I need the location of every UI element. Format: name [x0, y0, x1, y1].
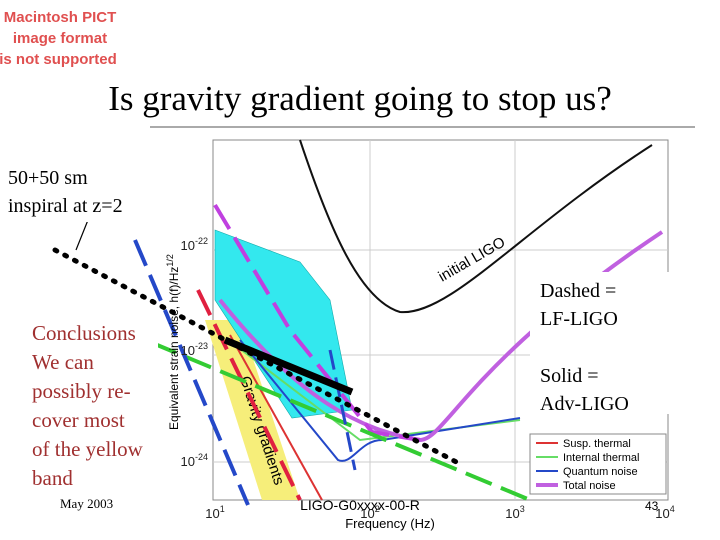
- tick-label: 10-22: [181, 236, 208, 253]
- tick-base: 10: [655, 506, 669, 521]
- conclusion-line: Conclusions: [32, 321, 136, 345]
- tick-label: 102: [360, 504, 379, 521]
- legend-label: Quantum noise: [563, 466, 638, 478]
- y-axis-label-main: Equivalent strain noise, h(f)/Hz: [167, 267, 181, 430]
- footer-date: May 2003: [60, 496, 113, 511]
- tick-label: 103: [505, 504, 524, 521]
- legend-label: Susp. thermal: [563, 438, 631, 450]
- susp-thermal-curve: [229, 334, 323, 501]
- pointer: [75, 219, 89, 251]
- quantum-noise-dashed: [328, 349, 357, 471]
- slide-title: Is gravity gradient going to stop us?: [108, 79, 612, 118]
- quantum-noise-curve: [239, 339, 521, 462]
- initial-ligo-curve: [299, 139, 653, 314]
- note-bg: [530, 272, 670, 414]
- legend-label: Total noise: [563, 480, 616, 492]
- tick-label: 10-24: [181, 452, 208, 469]
- legend-label: Internal thermal: [563, 452, 639, 464]
- tick-base: 10: [181, 343, 195, 358]
- footer-id: LIGO-G0xxxx-00-R: [300, 497, 420, 513]
- x-ticks: 101 102 103 104: [205, 504, 674, 521]
- inspiral-note: 50+50 sm inspiral at z=2: [4, 160, 158, 222]
- note-line: Adv-LIGO: [540, 393, 629, 415]
- tick-label: 101: [205, 504, 224, 521]
- tick-label: 10-23: [181, 341, 208, 358]
- footer-page: 43: [645, 499, 659, 513]
- inspiral-dotted: [52, 247, 465, 468]
- tick-exp: -23: [195, 341, 208, 351]
- susp-thermal-dashed: [196, 289, 302, 501]
- dashed-note: Dashed = LF-LIGO Solid = Adv-LIGO: [540, 280, 629, 415]
- tick-exp: 4: [670, 504, 675, 514]
- conclusion-line: We can: [32, 350, 94, 374]
- note-line: inspiral at z=2: [8, 195, 123, 217]
- note-line: Solid =: [540, 365, 599, 387]
- y-axis-label-group: Equivalent strain noise, h(f)/Hz1/2: [165, 254, 181, 430]
- y-axis-label: Equivalent strain noise, h(f)/Hz1/2: [165, 254, 181, 430]
- x-axis-label: Frequency (Hz): [345, 516, 435, 531]
- tick-base: 10: [505, 506, 519, 521]
- tick-base: 10: [360, 506, 374, 521]
- conclusions: Conclusions We can possibly re-cover most o…: [28, 315, 158, 493]
- conclusion-line: possibly re-: [32, 379, 131, 403]
- internal-thermal-dashed: [149, 340, 531, 502]
- tick-label: 104: [655, 504, 674, 521]
- legend: Susp. thermal Internal thermal Quantum noi…: [536, 438, 639, 492]
- note-bg: [4, 160, 158, 222]
- tick-base: 10: [181, 238, 195, 253]
- conclusion-line: of the yellow: [32, 437, 144, 461]
- note-line: LF-LIGO: [540, 308, 618, 330]
- note-bg: [28, 315, 158, 493]
- note-line: Dashed =: [540, 280, 616, 302]
- thick-line: [223, 336, 354, 396]
- tick-exp: 2: [375, 504, 380, 514]
- gravity-gradient-band: [205, 320, 300, 500]
- tick-base: 10: [205, 506, 219, 521]
- tick-exp: 1: [220, 504, 225, 514]
- placeholder-line: is not supported: [0, 51, 117, 68]
- y-axis-label-exp: 1/2: [165, 254, 175, 267]
- conclusion-line: cover most: [32, 408, 125, 432]
- placeholder-line: Macintosh PICT: [4, 9, 117, 26]
- tick-base: 10: [181, 454, 195, 469]
- conclusion-line: band: [32, 466, 73, 490]
- tick-exp: -22: [195, 236, 208, 246]
- tick-exp: -24: [195, 452, 208, 462]
- note-line: 50+50 sm: [8, 167, 88, 189]
- pict-placeholder: Macintosh PICT image format is not suppo…: [0, 9, 117, 68]
- tick-exp: 3: [520, 504, 525, 514]
- placeholder-line: image format: [13, 30, 107, 47]
- quantum-noise-dashed: [133, 239, 250, 506]
